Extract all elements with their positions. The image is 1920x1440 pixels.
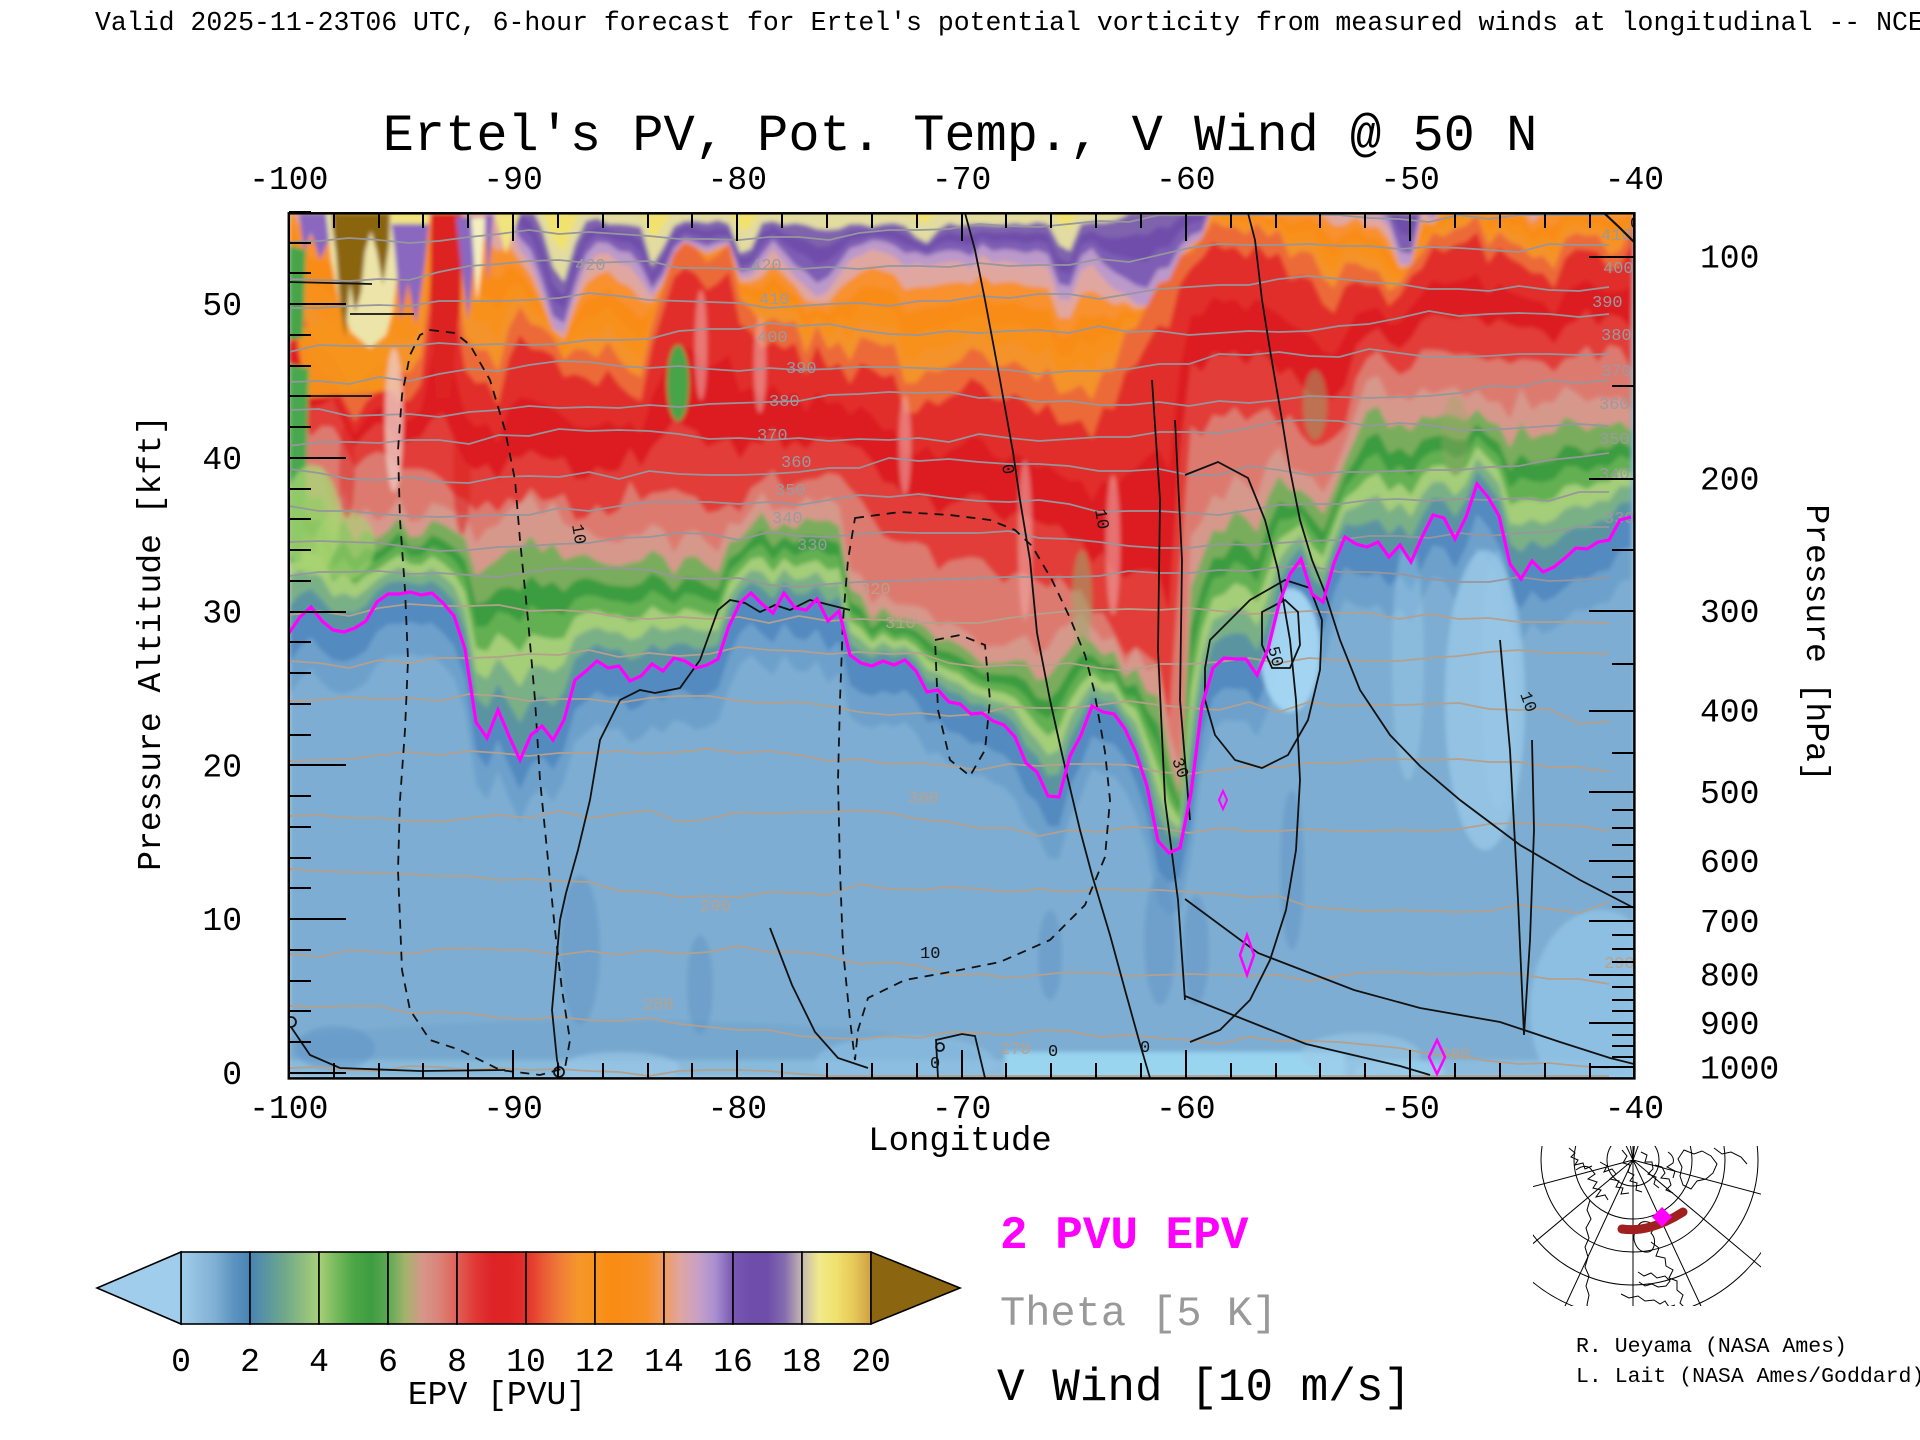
- svg-text:0: 0: [222, 1057, 242, 1094]
- svg-text:0: 0: [1048, 1043, 1058, 1062]
- svg-text:600: 600: [1700, 845, 1759, 882]
- svg-text:Theta [5 K]: Theta [5 K]: [1000, 1290, 1277, 1338]
- svg-text:-80: -80: [708, 162, 767, 199]
- svg-text:10: 10: [566, 523, 588, 546]
- svg-text:420: 420: [575, 257, 606, 276]
- svg-text:0: 0: [171, 1344, 191, 1381]
- svg-text:R. Ueyama (NASA Ames): R. Ueyama (NASA Ames): [1576, 1335, 1847, 1359]
- svg-text:40: 40: [202, 442, 242, 479]
- svg-text:410: 410: [759, 291, 790, 310]
- svg-text:280: 280: [1440, 1046, 1471, 1065]
- svg-text:Longitude: Longitude: [868, 1123, 1052, 1161]
- svg-text:0: 0: [996, 463, 1016, 476]
- svg-text:-70: -70: [932, 1091, 991, 1128]
- svg-text:10: 10: [202, 903, 242, 940]
- svg-text:420: 420: [751, 257, 782, 276]
- svg-text:310: 310: [885, 615, 916, 634]
- svg-text:-50: -50: [1380, 1091, 1439, 1128]
- svg-text:400: 400: [1700, 695, 1759, 732]
- svg-text:4: 4: [309, 1344, 329, 1381]
- svg-text:-60: -60: [1156, 162, 1215, 199]
- svg-text:16: 16: [713, 1344, 753, 1381]
- svg-text:Pressure Altitude [kft]: Pressure Altitude [kft]: [133, 415, 170, 870]
- svg-text:6: 6: [378, 1344, 398, 1381]
- svg-text:12: 12: [575, 1344, 615, 1381]
- svg-text:Pressure [hPa]: Pressure [hPa]: [1797, 504, 1834, 781]
- svg-text:290: 290: [1604, 955, 1635, 974]
- svg-text:270: 270: [1000, 1041, 1031, 1060]
- svg-text:100: 100: [1700, 241, 1759, 278]
- svg-text:10: 10: [920, 945, 940, 964]
- svg-text:280: 280: [643, 996, 674, 1015]
- svg-text:340: 340: [772, 510, 803, 529]
- svg-text:18: 18: [782, 1344, 822, 1381]
- svg-text:1000: 1000: [1700, 1051, 1779, 1088]
- svg-text:-40: -40: [1605, 162, 1664, 199]
- svg-text:-60: -60: [1156, 1091, 1215, 1128]
- svg-text:370: 370: [1601, 363, 1632, 382]
- svg-text:800: 800: [1700, 959, 1759, 996]
- svg-text:360: 360: [781, 454, 812, 473]
- svg-text:320: 320: [860, 581, 891, 600]
- svg-text:20: 20: [202, 749, 242, 786]
- svg-text:370: 370: [757, 427, 788, 446]
- svg-text:300: 300: [1700, 595, 1759, 632]
- svg-text:2 PVU EPV: 2 PVU EPV: [1000, 1210, 1249, 1262]
- svg-text:400: 400: [1603, 260, 1634, 279]
- svg-text:-90: -90: [483, 162, 542, 199]
- svg-text:330: 330: [797, 537, 828, 556]
- svg-text:-100: -100: [249, 1091, 328, 1128]
- svg-text:350: 350: [1599, 431, 1630, 450]
- svg-text:400: 400: [757, 329, 788, 348]
- svg-text:-90: -90: [483, 1091, 542, 1128]
- svg-text:500: 500: [1700, 776, 1759, 813]
- svg-text:300: 300: [908, 790, 939, 809]
- svg-text:0: 0: [1630, 215, 1640, 234]
- svg-text:EPV [PVU]: EPV [PVU]: [408, 1377, 586, 1414]
- svg-text:10: 10: [1089, 508, 1111, 531]
- svg-text:14: 14: [644, 1344, 684, 1381]
- svg-text:V Wind [10 m/s]: V Wind [10 m/s]: [997, 1362, 1411, 1414]
- svg-text:20: 20: [851, 1344, 891, 1381]
- svg-text:-100: -100: [249, 162, 328, 199]
- svg-text:350: 350: [775, 482, 806, 501]
- svg-text:Valid 2025-11-23T06 UTC, 6-hou: Valid 2025-11-23T06 UTC, 6-hour forecast…: [95, 8, 1920, 38]
- svg-text:30: 30: [202, 596, 242, 633]
- svg-text:200: 200: [1700, 463, 1759, 500]
- svg-text:700: 700: [1700, 905, 1759, 942]
- svg-text:380: 380: [1601, 327, 1632, 346]
- svg-text:-80: -80: [708, 1091, 767, 1128]
- svg-text:10: 10: [506, 1344, 546, 1381]
- svg-text:Ertel's PV, Pot. Temp., V Wind: Ertel's PV, Pot. Temp., V Wind @ 50 N: [383, 107, 1538, 166]
- svg-text:50: 50: [202, 288, 242, 325]
- svg-text:8: 8: [447, 1344, 467, 1381]
- svg-text:390: 390: [1592, 294, 1623, 313]
- svg-text:380: 380: [769, 393, 800, 412]
- svg-text:L. Lait (NASA Ames/Goddard): L. Lait (NASA Ames/Goddard): [1576, 1365, 1920, 1389]
- svg-text:-70: -70: [932, 162, 991, 199]
- svg-text:390: 390: [786, 360, 817, 379]
- svg-text:900: 900: [1700, 1007, 1759, 1044]
- svg-text:2: 2: [240, 1344, 260, 1381]
- svg-text:0: 0: [1140, 1039, 1150, 1058]
- svg-text:340: 340: [1599, 466, 1630, 485]
- svg-text:360: 360: [1599, 396, 1630, 415]
- svg-text:290: 290: [700, 898, 731, 917]
- svg-text:0: 0: [930, 1055, 940, 1074]
- svg-text:-40: -40: [1605, 1091, 1664, 1128]
- svg-text:-50: -50: [1380, 162, 1439, 199]
